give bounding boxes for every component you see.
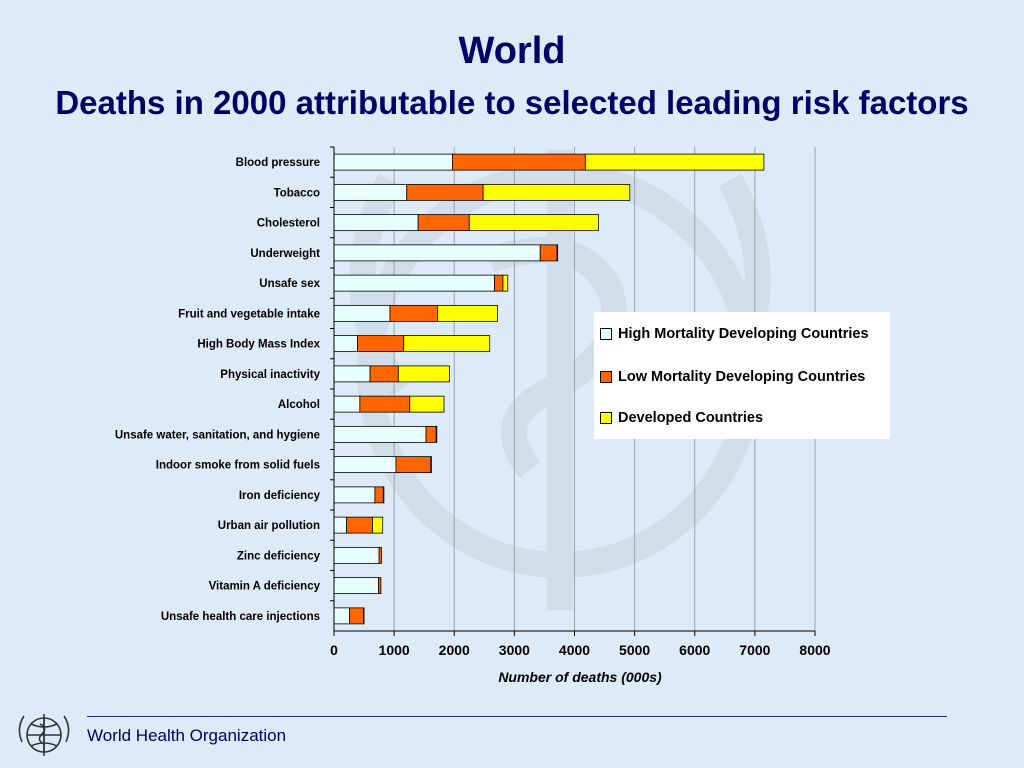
bar-segment xyxy=(359,395,411,413)
bar-segment xyxy=(333,274,495,292)
bar-segment xyxy=(372,516,384,534)
bar-segment xyxy=(452,153,586,171)
bar-segment xyxy=(482,183,631,201)
bar-segment xyxy=(333,486,376,504)
bar-segment xyxy=(389,304,438,322)
bar-segment xyxy=(406,183,484,201)
legend-item-low-mortality: Low Mortality Developing Countries xyxy=(600,369,865,385)
category-label: High Body Mass Index xyxy=(197,339,320,351)
chart-legend: High Mortality Developing Countries Low … xyxy=(594,312,890,439)
x-tick-label: 7000 xyxy=(739,642,770,658)
x-tick-label: 4000 xyxy=(559,642,590,658)
slide-subtitle: Deaths in 2000 attributable to selected … xyxy=(55,84,969,121)
x-tick-label: 1000 xyxy=(379,642,410,658)
who-logo-icon xyxy=(18,714,70,756)
bar-segment xyxy=(437,304,498,322)
bar-segment xyxy=(382,486,385,504)
footer-organization: World Health Organization xyxy=(87,726,287,745)
legend-label-developed: Developed Countries xyxy=(618,410,764,426)
legend-swatch-low-mortality xyxy=(600,371,612,383)
category-label: Cholesterol xyxy=(257,218,320,230)
x-tick-label: 6000 xyxy=(679,642,710,658)
x-tick-label: 8000 xyxy=(799,642,830,658)
bar-segment xyxy=(346,516,373,534)
category-label: Unsafe water, sanitation, and hygiene xyxy=(115,429,320,441)
category-label: Zinc deficiency xyxy=(237,550,321,562)
bar-segment xyxy=(494,274,504,292)
x-tick-label: 2000 xyxy=(439,642,470,658)
bar-segment xyxy=(333,577,379,595)
x-tick-label: 3000 xyxy=(499,642,530,658)
bar-segment xyxy=(333,304,391,322)
category-label: Alcohol xyxy=(278,399,320,411)
bar-segment xyxy=(333,365,371,383)
legend-item-high-mortality: High Mortality Developing Countries xyxy=(600,326,869,342)
bar-segment xyxy=(333,425,427,443)
bar-segment xyxy=(556,244,559,262)
category-label: Physical inactivity xyxy=(220,369,320,381)
legend-label-high-mortality: High Mortality Developing Countries xyxy=(618,326,869,342)
bar-segment xyxy=(374,486,384,504)
x-tick-label: 0 xyxy=(330,642,338,658)
bar-segment xyxy=(333,214,419,232)
footer-divider xyxy=(87,716,947,717)
bar-segment xyxy=(403,335,491,353)
bar-segment xyxy=(409,395,445,413)
x-tick-label: 5000 xyxy=(619,642,650,658)
category-label: Indoor smoke from solid fuels xyxy=(156,460,320,472)
bar-segment xyxy=(584,153,765,171)
bar-segment xyxy=(502,274,509,292)
bar-segment xyxy=(395,456,432,474)
bar-segment xyxy=(333,516,348,534)
category-label: Blood pressure xyxy=(236,157,320,169)
bar-segment xyxy=(430,456,432,474)
category-label: Unsafe sex xyxy=(259,278,320,290)
legend-label-low-mortality: Low Mortality Developing Countries xyxy=(618,369,866,385)
bar-segment xyxy=(435,425,438,443)
bar-segment xyxy=(333,395,361,413)
bar-segment xyxy=(333,546,380,564)
bar-segment xyxy=(333,607,351,625)
bar-segment xyxy=(378,577,382,595)
bar-segment xyxy=(349,607,364,625)
bar-segment xyxy=(333,335,358,353)
legend-swatch-developed xyxy=(600,412,612,424)
x-axis-label: Number of deaths (000s) xyxy=(498,669,662,685)
bar-segment xyxy=(539,244,558,262)
category-label: Iron deficiency xyxy=(239,490,321,502)
bar-segment xyxy=(397,365,450,383)
bar-segment xyxy=(417,214,470,232)
bar-segment xyxy=(468,214,599,232)
category-label: Underweight xyxy=(250,248,320,260)
category-label: Vitamin A deficiency xyxy=(209,581,321,593)
category-label: Urban air pollution xyxy=(218,520,320,532)
category-label: Tobacco xyxy=(274,187,320,199)
category-label: Fruit and vegetable intake xyxy=(178,308,320,320)
bar-segment xyxy=(363,607,365,625)
bar-segment xyxy=(369,365,399,383)
legend-swatch-high-mortality xyxy=(600,328,612,340)
category-label: Unsafe health care injections xyxy=(161,611,320,623)
slide-title: World xyxy=(458,30,566,72)
legend-item-developed: Developed Countries xyxy=(600,410,763,426)
bar-segment xyxy=(357,335,405,353)
bar-segment xyxy=(333,183,408,201)
bar-segment xyxy=(333,456,397,474)
bar-segment xyxy=(333,153,453,171)
bar-segment xyxy=(333,244,541,262)
bar-segment xyxy=(378,546,382,564)
bar-segment xyxy=(425,425,437,443)
